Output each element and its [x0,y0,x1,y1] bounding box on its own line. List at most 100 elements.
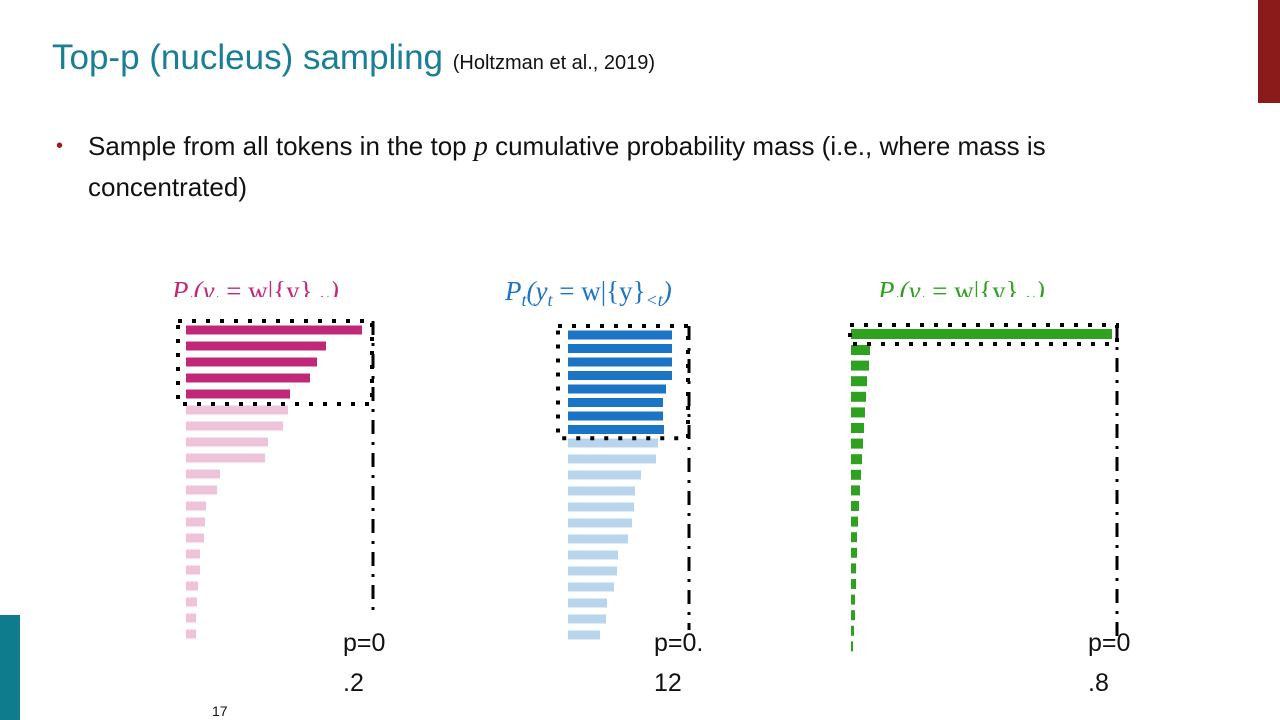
formula-part: ) [1034,276,1045,306]
formula-part: P [171,276,189,306]
bar-tail [851,625,854,636]
bar-nucleus [568,411,663,421]
bar-tail [568,534,628,544]
accent-bar [0,615,20,720]
bar-tail [186,533,204,543]
bar-tail [568,614,606,624]
bar-tail [851,469,861,480]
formula-part: <t [1019,290,1037,310]
bar-tail [186,453,265,463]
bar-tail [186,565,200,575]
formula-part: = w|{y} [553,276,646,306]
bar-tail [851,345,870,355]
bar-tail [568,470,641,480]
formula-part: (y [527,276,548,306]
formula-part: t [548,290,554,310]
bar-tail [851,610,855,621]
bar-nucleus [568,357,672,367]
bar-tail [851,547,857,558]
formula-part: P [504,276,522,306]
formula-part: = w|{y} [220,276,313,306]
bar-tail [186,517,205,527]
bar-tail [568,630,600,640]
bar-tail [851,454,862,465]
bar-tail [851,641,853,652]
p-label: p=0 [343,629,385,657]
nucleus-box [556,324,690,441]
bar-tail [568,550,618,560]
text: cumulative probability mass (i.e., where… [88,131,1046,202]
bar-tail [851,423,864,433]
bar-tail [186,437,268,447]
bar-nucleus [568,371,672,380]
bar-tail [186,501,206,511]
bar-tail [186,613,196,623]
bar-nucleus [568,384,666,394]
bar-nucleus [568,330,672,340]
formula-part: (y [900,276,921,306]
bar-tail [186,405,288,415]
bar-tail [851,516,858,527]
page-number: 17 [212,703,228,719]
bar-tail [851,579,856,589]
formula-part: <t [646,290,664,310]
bar-tail [568,598,607,608]
bar-nucleus [186,325,362,335]
text: Sample from all tokens in the top [88,131,474,161]
bar-nucleus [186,373,310,383]
bar-tail [851,501,859,511]
title-text: Top-p (nucleus) sampling [52,38,444,77]
bar-tail [186,421,283,431]
bar-tail [851,360,869,371]
formula: Pt(yt = w|{y}<t) [877,276,1045,310]
p-label: .2 [343,669,364,697]
bar-nucleus [851,329,1112,339]
bar-tail [186,597,197,607]
p-label: .8 [1088,669,1109,697]
bar-nucleus [568,398,663,407]
formula-part: t [189,290,195,310]
bar-tail [851,376,867,387]
bar-tail [568,438,658,448]
bar-tail [568,502,634,512]
bar-tail [851,563,856,574]
p-label: p=0 [1088,629,1130,657]
bar-nucleus [186,389,290,399]
formula-part: t [895,290,901,310]
bar-tail [851,391,866,402]
bar-tail [568,454,656,464]
formula-part: t [522,290,528,310]
p-label: p=0. [654,629,703,657]
bar-nucleus [568,425,664,434]
bullet-text: Sample from all tokens in the top p cumu… [88,126,1196,207]
p-label: 12 [654,669,682,697]
bar-tail [568,518,632,528]
bar-nucleus [186,341,326,351]
bar-tail [851,438,863,449]
accent-bar [1258,0,1280,103]
formula-part: t [215,290,221,310]
bullet: • Sample from all tokens in the top p cum… [56,126,1196,207]
bar-tail [186,549,200,559]
bar-tail [568,486,635,496]
formula-part: = w|{y} [926,276,1019,306]
bar-tail [851,485,860,496]
bar-tail [568,566,617,576]
nucleus-box [848,323,1119,346]
citation: (Holtzman et al., 2019) [452,52,656,74]
formula-part: (y [194,276,215,306]
title: Top-p (nucleus) sampling (Holtzman et al… [52,38,655,78]
bar-nucleus [568,344,672,353]
formula: Pt(yt = w|{y}<t) [171,276,339,310]
bar-tail [568,582,614,592]
formula-part: t [921,290,927,310]
bullet-dot: • [56,135,64,157]
bar-tail [851,532,857,543]
bar-tail [186,485,217,495]
bar-tail [186,629,196,639]
formula-part: P [877,276,895,306]
bar-nucleus [186,357,317,367]
formula-part: ) [661,276,672,306]
